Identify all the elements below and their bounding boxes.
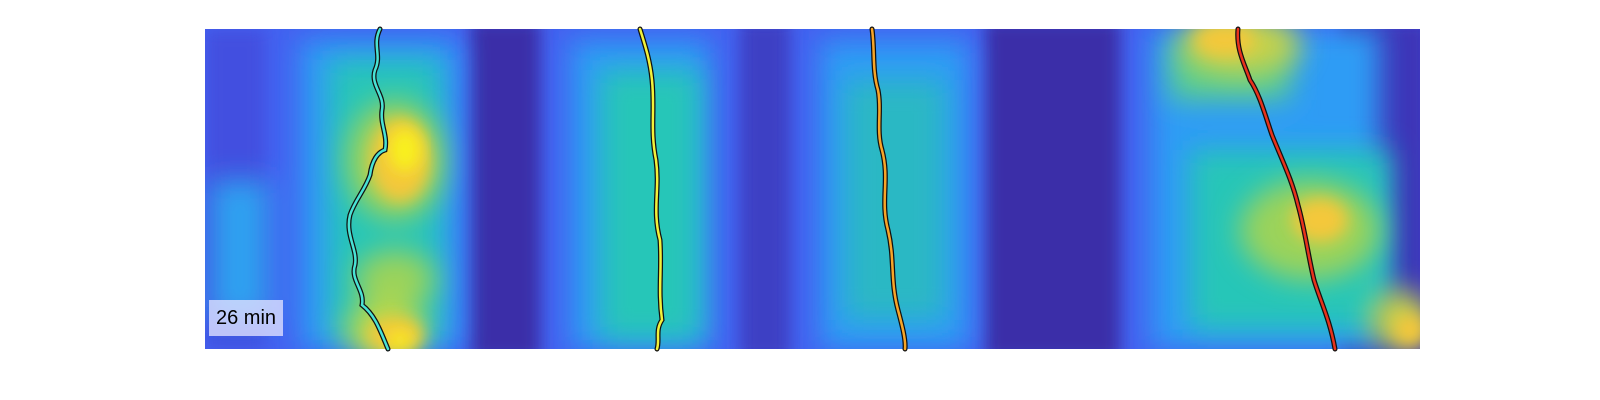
track-2-line <box>638 27 664 351</box>
track-3-line <box>870 27 907 351</box>
track-1 <box>346 26 391 352</box>
timestamp-label: 26 min <box>209 300 283 336</box>
track-4-line <box>1236 27 1337 351</box>
track-1-line <box>347 27 390 351</box>
track-layer <box>346 26 1338 352</box>
track-2 <box>637 26 665 352</box>
track-3 <box>869 26 908 352</box>
track-4 <box>1235 26 1338 352</box>
intensity-map <box>205 29 1420 349</box>
